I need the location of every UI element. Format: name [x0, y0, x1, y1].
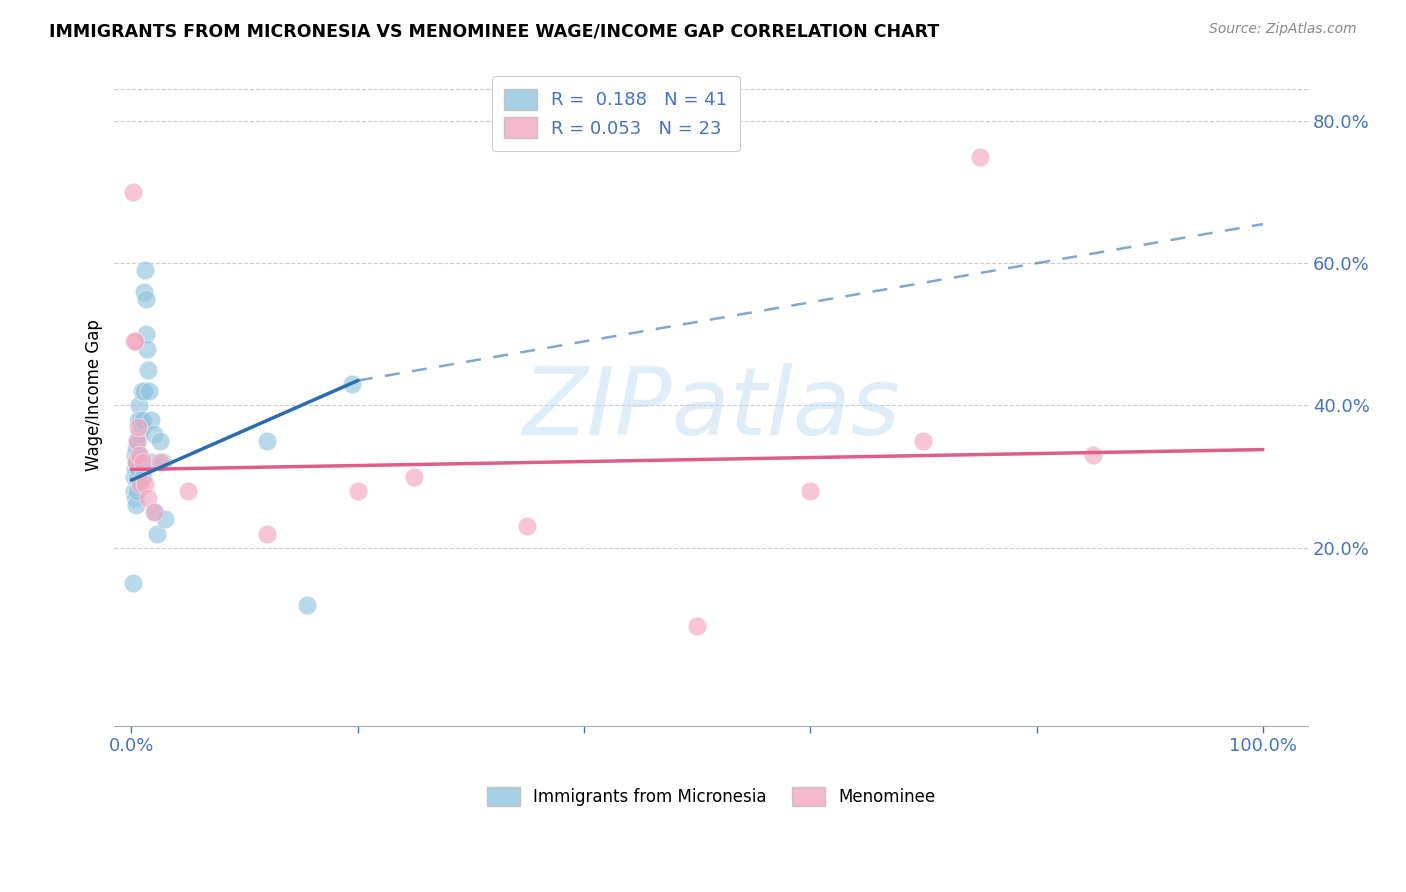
Point	[136, 342, 159, 356]
Point	[125, 469, 148, 483]
Point	[149, 455, 172, 469]
Text: ZIPatlas: ZIPatlas	[523, 362, 900, 453]
Point	[516, 519, 538, 533]
Point	[131, 469, 153, 483]
Point	[125, 455, 148, 469]
Point	[127, 462, 149, 476]
Point	[138, 491, 160, 505]
Point	[124, 448, 146, 462]
Point	[256, 434, 278, 448]
Point	[124, 491, 146, 505]
Point	[138, 384, 160, 399]
Point	[125, 498, 148, 512]
Point	[134, 476, 156, 491]
Point	[131, 413, 153, 427]
Point	[295, 598, 318, 612]
Point	[122, 469, 145, 483]
Point	[125, 441, 148, 455]
Point	[404, 469, 426, 483]
Text: Source: ZipAtlas.com: Source: ZipAtlas.com	[1209, 22, 1357, 37]
Point	[155, 512, 177, 526]
Point	[129, 448, 152, 462]
Point	[129, 476, 152, 491]
Point	[127, 413, 149, 427]
Point	[340, 377, 363, 392]
Point	[122, 334, 145, 349]
Point	[131, 419, 153, 434]
Point	[346, 483, 368, 498]
Point	[128, 426, 150, 441]
Point	[132, 285, 155, 299]
Point	[912, 434, 935, 448]
Point	[128, 448, 150, 462]
Point	[132, 384, 155, 399]
Point	[177, 483, 200, 498]
Point	[141, 455, 163, 469]
Point	[121, 185, 143, 199]
Point	[149, 434, 172, 448]
Point	[125, 455, 148, 469]
Point	[143, 505, 166, 519]
Point	[121, 576, 143, 591]
Point	[152, 455, 174, 469]
Point	[135, 327, 157, 342]
Point	[129, 413, 152, 427]
Point	[143, 505, 166, 519]
Point	[799, 483, 821, 498]
Point	[686, 619, 709, 633]
Point	[143, 426, 166, 441]
Point	[256, 526, 278, 541]
Text: IMMIGRANTS FROM MICRONESIA VS MENOMINEE WAGE/INCOME GAP CORRELATION CHART: IMMIGRANTS FROM MICRONESIA VS MENOMINEE …	[49, 22, 939, 40]
Y-axis label: Wage/Income Gap: Wage/Income Gap	[86, 318, 103, 471]
Legend: Immigrants from Micronesia, Menominee: Immigrants from Micronesia, Menominee	[479, 780, 942, 813]
Point	[124, 462, 146, 476]
Point	[131, 455, 153, 469]
Point	[127, 419, 149, 434]
Point	[131, 384, 153, 399]
Point	[124, 334, 146, 349]
Point	[125, 434, 148, 448]
Point	[128, 399, 150, 413]
Point	[146, 526, 169, 541]
Point	[1083, 448, 1105, 462]
Point	[139, 413, 162, 427]
Point	[969, 149, 991, 163]
Point	[135, 292, 157, 306]
Point	[125, 483, 148, 498]
Point	[125, 434, 148, 448]
Point	[134, 263, 156, 277]
Point	[138, 363, 160, 377]
Point	[122, 483, 145, 498]
